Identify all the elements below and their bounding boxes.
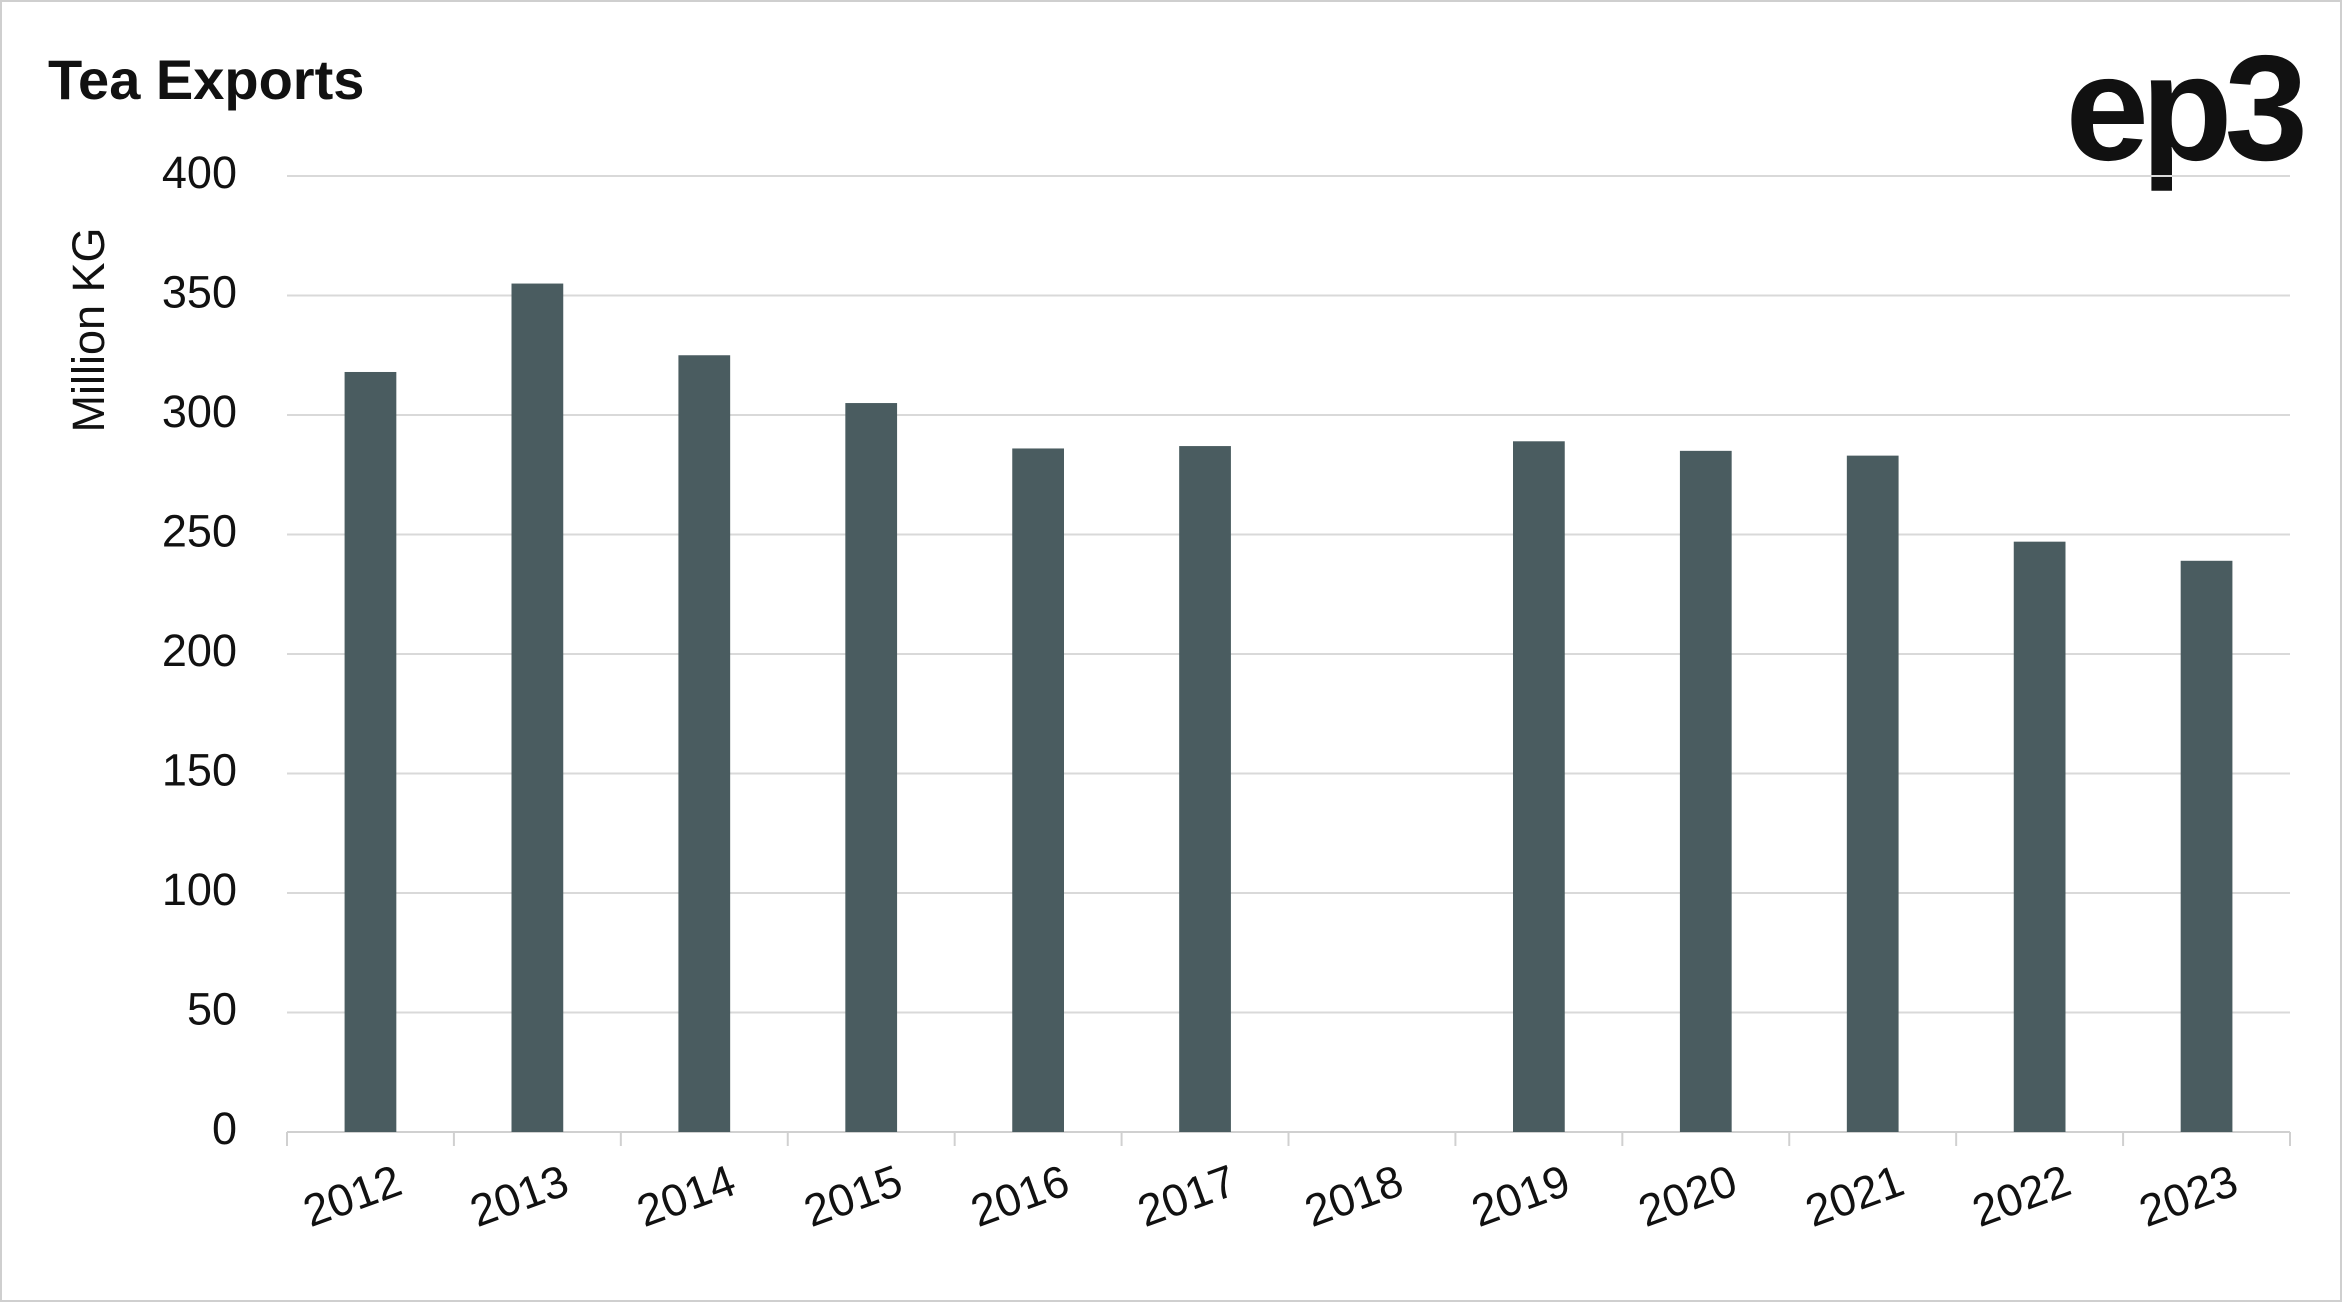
y-tick-label: 150 bbox=[162, 744, 237, 795]
y-tick-label: 0 bbox=[212, 1103, 237, 1154]
bar bbox=[344, 371, 397, 1133]
y-axis-label: Million KG bbox=[63, 227, 114, 432]
y-tick-label: 250 bbox=[162, 505, 237, 556]
y-tick-label: 400 bbox=[162, 147, 237, 198]
y-tick-label: 200 bbox=[162, 625, 237, 676]
bar bbox=[845, 403, 898, 1132]
bar bbox=[2013, 541, 2066, 1132]
bar bbox=[2180, 560, 2233, 1132]
bar bbox=[1012, 448, 1064, 1133]
bar bbox=[511, 283, 564, 1132]
logo: ep3 bbox=[2066, 24, 2303, 192]
chart-title: Tea Exports bbox=[48, 48, 364, 111]
bar bbox=[1846, 455, 1899, 1132]
bar bbox=[1513, 441, 1565, 1132]
y-tick-label: 50 bbox=[187, 983, 237, 1034]
y-tick-label: 300 bbox=[162, 386, 237, 437]
bar bbox=[1679, 450, 1732, 1133]
y-tick-label: 100 bbox=[162, 864, 237, 915]
bar bbox=[1179, 446, 1231, 1132]
bar bbox=[678, 355, 731, 1132]
y-tick-label: 350 bbox=[162, 266, 237, 317]
